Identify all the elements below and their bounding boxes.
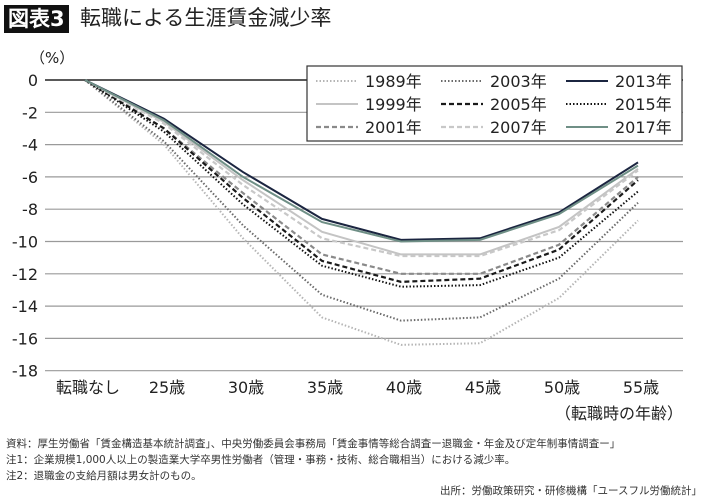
x-tick-label: 55歳 (623, 378, 659, 397)
legend-label: 2003年 (490, 72, 547, 91)
legend-box (306, 65, 683, 142)
series-line-2007年 (84, 79, 639, 258)
y-tick-label: -6 (22, 168, 38, 187)
legend-label: 1999年 (365, 95, 422, 114)
y-tick-label: -18 (12, 362, 38, 381)
y-tick-label: -10 (12, 233, 38, 252)
y-tick-label: -2 (22, 103, 38, 122)
source-note: 資料：厚生労働省「賃金構造基本統計調査」、中央労働委員会事務局「賃金事情等総合調… (6, 438, 621, 450)
series-line-2005年 (84, 79, 639, 283)
x-tick-label: 25歳 (149, 378, 185, 397)
x-tick-label: 転職なし (56, 378, 120, 397)
y-tick-label: -14 (12, 297, 38, 316)
y-tick-label: -12 (12, 265, 38, 284)
y-tick-label: -8 (22, 200, 38, 219)
y-tick-label: -16 (12, 329, 38, 348)
note-2: 注2：退職金の支給月額は男女計のもの。 (6, 470, 202, 482)
legend-label: 2001年 (365, 118, 422, 137)
legend-label: 2017年 (615, 118, 672, 137)
legend-label: 1989年 (365, 72, 422, 91)
y-tick-label: -4 (22, 136, 38, 155)
source-credit: 出所：労働政策研究・研修機構「ユースフル労働統計」 (440, 485, 702, 497)
x-tick-label: 45歳 (465, 378, 501, 397)
x-tick-label: 40歳 (386, 378, 422, 397)
legend-label: 2007年 (490, 118, 547, 137)
chart-title: 転職による生涯賃金減少率 (80, 6, 332, 30)
x-tick-label: 50歳 (544, 378, 580, 397)
x-axis-label: （転職時の年齢） (555, 404, 683, 423)
legend-label: 2015年 (615, 95, 672, 114)
legend-label: 2013年 (615, 72, 672, 91)
series-line-1999年 (84, 79, 639, 256)
series-line-2013年 (84, 79, 639, 241)
note-1: 注1：企業規模1,000人以上の製造業大学卒男性労働者（管理・事務・技術、総合職… (6, 454, 516, 466)
y-tick-label: 0 (28, 71, 38, 90)
series-line-2015年 (84, 79, 639, 288)
legend-label: 2005年 (490, 95, 547, 114)
y-axis-label: （%） (30, 49, 74, 67)
series-line-2017年 (84, 79, 639, 243)
series-line-2003年 (84, 79, 639, 322)
figure-number-badge: 図表3 (4, 5, 69, 33)
x-tick-label: 35歳 (307, 378, 343, 397)
series-line-1989年 (84, 79, 639, 346)
x-tick-label: 30歳 (228, 378, 264, 397)
